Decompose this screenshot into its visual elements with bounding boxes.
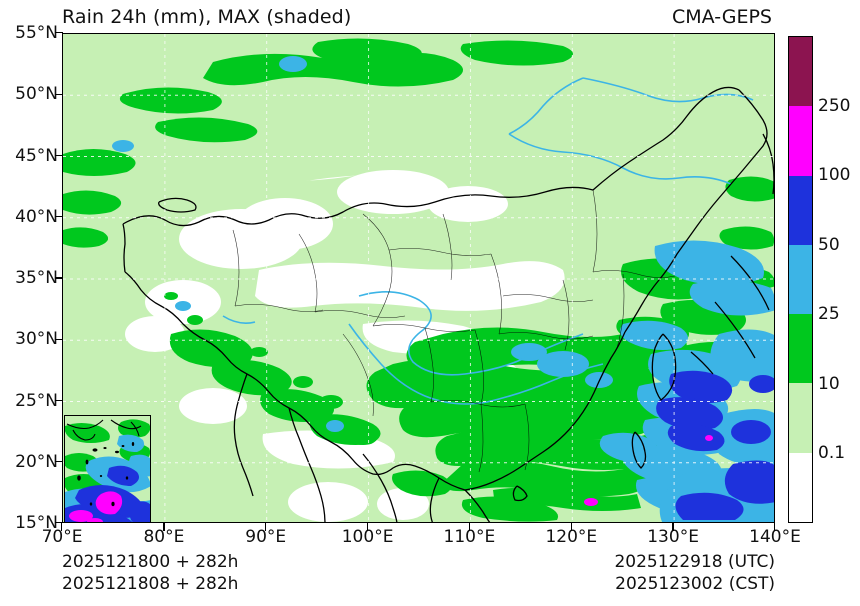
ytick-label: 35°N (15, 268, 58, 288)
colorbar-tick-250: 250 (818, 95, 851, 116)
ytick-mark (55, 522, 63, 524)
colorbar-band-50-100 (789, 175, 812, 245)
ytick-mark (55, 154, 63, 157)
ytick-label: 55°N (15, 23, 58, 43)
ytick-label: 15°N (15, 513, 58, 533)
xtick-mark (265, 523, 267, 531)
colorbar-tick-50: 50 (818, 234, 840, 255)
ytick-label: 50°N (15, 84, 58, 105)
ytick-label: 40°N (15, 206, 58, 227)
xtick-mark (774, 523, 776, 531)
ytick-mark (55, 93, 63, 95)
ytick-label: 25°N (15, 390, 58, 411)
xtick-label: 100°E (341, 527, 394, 547)
colorbar-tick-100: 100 (818, 165, 851, 186)
ytick-mark (55, 338, 63, 340)
ytick-label: 30°N (15, 329, 58, 350)
inset-canvas (65, 416, 150, 522)
xtick-label: 140°E (749, 527, 801, 547)
colorbar-band-10-25 (789, 314, 812, 384)
colorbar-tick-10: 10 (818, 373, 840, 394)
ytick-label: 20°N (15, 451, 58, 472)
model-label: CMA-GEPS (671, 6, 772, 28)
footer-valid-time-cst: 2025123002 (CST) (615, 574, 775, 594)
inset-zoom-panel[interactable] (64, 415, 151, 522)
colorbar-tick-25: 25 (818, 304, 840, 325)
footer-init-time-utc: 2025121800 + 282h (62, 552, 239, 572)
footer-init-time-cst: 2025121808 + 282h (62, 574, 239, 594)
xtick-label: 80°E (143, 527, 185, 547)
colorbar-band-100-250 (789, 106, 812, 176)
xtick-mark (163, 523, 165, 531)
colorbar-band-250plus (789, 37, 812, 107)
colorbar[interactable] (788, 36, 813, 523)
xtick-label: 120°E (545, 527, 598, 547)
ytick-mark (55, 461, 63, 463)
page-title: Rain 24h (mm), MAX (shaded) (62, 6, 352, 28)
xtick-label: 70°E (41, 527, 83, 547)
ytick-label: 45°N (15, 145, 58, 166)
xtick-label: 130°E (647, 527, 699, 547)
map-plot-area[interactable] (62, 33, 775, 523)
xtick-mark (570, 523, 572, 531)
map-canvas (63, 34, 774, 522)
colorbar-tick-0.1: 0.1 (818, 443, 846, 464)
xtick-mark (672, 523, 674, 531)
xtick-label: 90°E (245, 527, 287, 547)
ytick-mark (55, 399, 63, 402)
colorbar-band-25-50 (789, 244, 812, 314)
colorbar-band-0.1-10 (789, 383, 812, 453)
xtick-mark (61, 523, 63, 531)
xtick-mark (468, 523, 471, 531)
footer-valid-time-utc: 2025122918 (UTC) (614, 552, 775, 572)
xtick-label: 110°E (443, 527, 496, 547)
colorbar-band-0-0.1 (789, 452, 812, 522)
ytick-mark (55, 277, 63, 279)
ytick-mark (55, 216, 63, 218)
ytick-mark (55, 32, 63, 34)
xtick-mark (366, 523, 369, 531)
latitude-axis: 55°N 50°N 45°N 40°N 35°N 30°N 25°N 20°N … (0, 23, 58, 533)
